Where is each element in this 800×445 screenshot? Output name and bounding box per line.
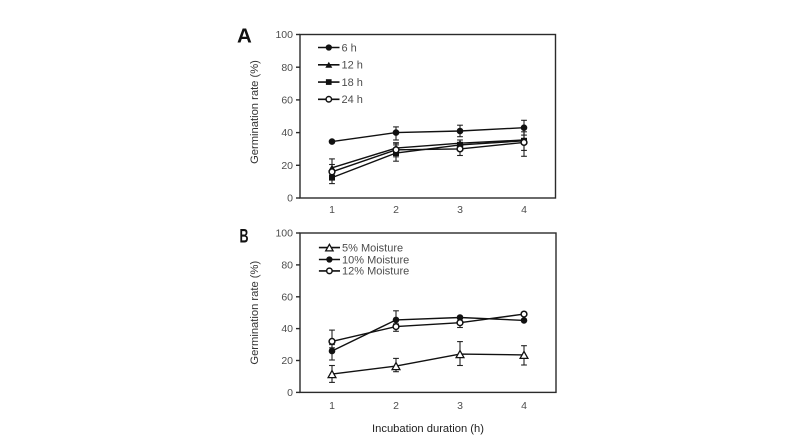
svg-text:12% Moisture: 12% Moisture [342, 266, 409, 278]
svg-text:B: B [240, 226, 249, 247]
svg-text:4: 4 [521, 204, 527, 216]
svg-text:12 h: 12 h [342, 60, 363, 72]
svg-text:0: 0 [287, 193, 293, 205]
svg-text:20: 20 [281, 355, 293, 367]
svg-text:60: 60 [281, 291, 293, 303]
svg-text:3: 3 [457, 204, 463, 216]
svg-text:18 h: 18 h [342, 77, 363, 89]
svg-text:2: 2 [393, 400, 399, 412]
svg-text:80: 80 [281, 62, 293, 74]
svg-text:3: 3 [457, 400, 463, 412]
svg-text:100: 100 [275, 29, 293, 41]
svg-text:40: 40 [281, 127, 293, 139]
svg-text:Germination rate (%): Germination rate (%) [249, 60, 261, 164]
svg-text:Incubation duration (h): Incubation duration (h) [372, 423, 484, 435]
svg-text:A: A [237, 25, 252, 48]
svg-text:1: 1 [329, 204, 335, 216]
svg-text:40: 40 [281, 323, 293, 335]
svg-text:2: 2 [393, 204, 399, 216]
svg-text:20: 20 [281, 160, 293, 172]
svg-text:5% Moisture: 5% Moisture [342, 242, 403, 254]
svg-text:100: 100 [275, 228, 293, 240]
svg-text:10% Moisture: 10% Moisture [342, 254, 409, 266]
svg-text:6 h: 6 h [342, 42, 357, 54]
svg-text:4: 4 [521, 400, 527, 412]
svg-text:60: 60 [281, 95, 293, 107]
svg-text:Germination rate (%): Germination rate (%) [249, 261, 261, 365]
svg-text:1: 1 [329, 400, 335, 412]
svg-text:24 h: 24 h [342, 94, 363, 106]
svg-text:0: 0 [287, 387, 293, 399]
svg-text:80: 80 [281, 260, 293, 272]
